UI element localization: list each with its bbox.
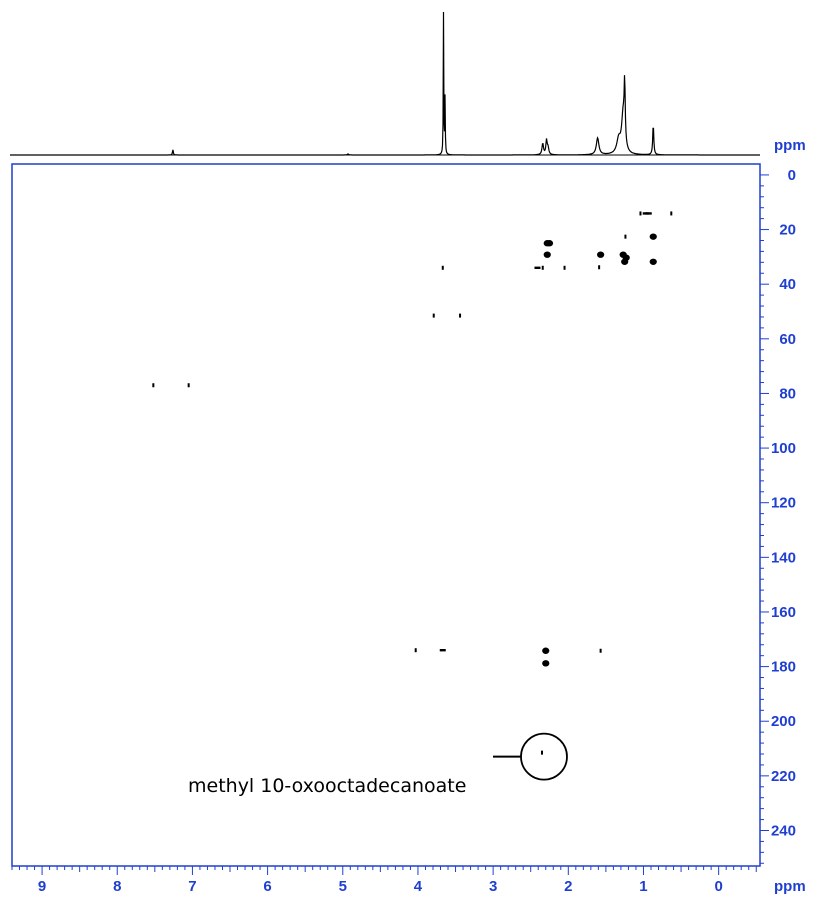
y-tick-label: 160	[771, 604, 796, 621]
cross-peak	[543, 251, 551, 258]
cross-peak	[597, 251, 605, 258]
cross-peak	[598, 265, 601, 270]
x-tick-label: 2	[564, 878, 572, 895]
x-tick-label: 8	[113, 878, 121, 895]
y-tick-label: 100	[771, 440, 796, 457]
y-tick-label: 0	[788, 167, 796, 184]
cross-peak	[414, 648, 417, 653]
y-tick-label: 40	[779, 276, 796, 293]
x-tick-label: 0	[714, 878, 722, 895]
x-tick-label: 6	[263, 878, 271, 895]
cross-peak	[649, 233, 657, 240]
y-tick-label: 120	[771, 495, 796, 512]
annotation-label: methyl 10-oxooctadecanoate	[188, 775, 466, 797]
cross-peak	[459, 313, 462, 318]
cross-peak	[545, 240, 554, 247]
y-tick-label: 200	[771, 713, 796, 730]
x-tick-label: 3	[489, 878, 497, 895]
annotation-circle	[520, 732, 568, 781]
cross-peak	[670, 211, 673, 216]
cross-peak	[432, 313, 435, 318]
cross-peak	[642, 212, 649, 215]
y-tick-label: 60	[779, 331, 796, 348]
y-tick-label: 180	[771, 659, 796, 676]
cross-peak	[639, 211, 642, 216]
projection-spectrum-trace	[10, 11, 760, 156]
x-tick-label: 7	[188, 878, 196, 895]
cross-peak	[541, 265, 544, 270]
cross-peak	[534, 266, 541, 269]
cross-peak	[187, 383, 190, 388]
cross-peak	[563, 265, 566, 270]
x-tick-label: 5	[339, 878, 347, 895]
plot-frame	[11, 163, 761, 867]
y-tick-label: 140	[771, 549, 796, 566]
y-tick-label: 80	[779, 385, 796, 402]
cross-peak	[645, 212, 652, 215]
cross-peak	[649, 258, 657, 265]
cross-peak	[542, 660, 550, 667]
cross-peak	[542, 647, 550, 654]
y-axis-unit-label: ppm	[774, 137, 806, 154]
cross-peak	[439, 649, 446, 652]
cross-peak	[624, 234, 627, 239]
cross-peak	[621, 258, 629, 265]
cross-peak	[599, 648, 602, 653]
x-tick-label: 4	[414, 878, 423, 895]
cross-peak	[441, 265, 444, 270]
x-tick-label: 1	[639, 878, 647, 895]
cross-peak	[540, 750, 543, 755]
y-tick-label: 240	[771, 822, 796, 839]
y-tick-label: 220	[771, 768, 796, 785]
y-tick-label: 20	[779, 222, 796, 239]
cross-peak	[152, 383, 155, 388]
x-axis-unit-label: ppm	[774, 878, 806, 895]
x-tick-label: 9	[38, 878, 46, 895]
